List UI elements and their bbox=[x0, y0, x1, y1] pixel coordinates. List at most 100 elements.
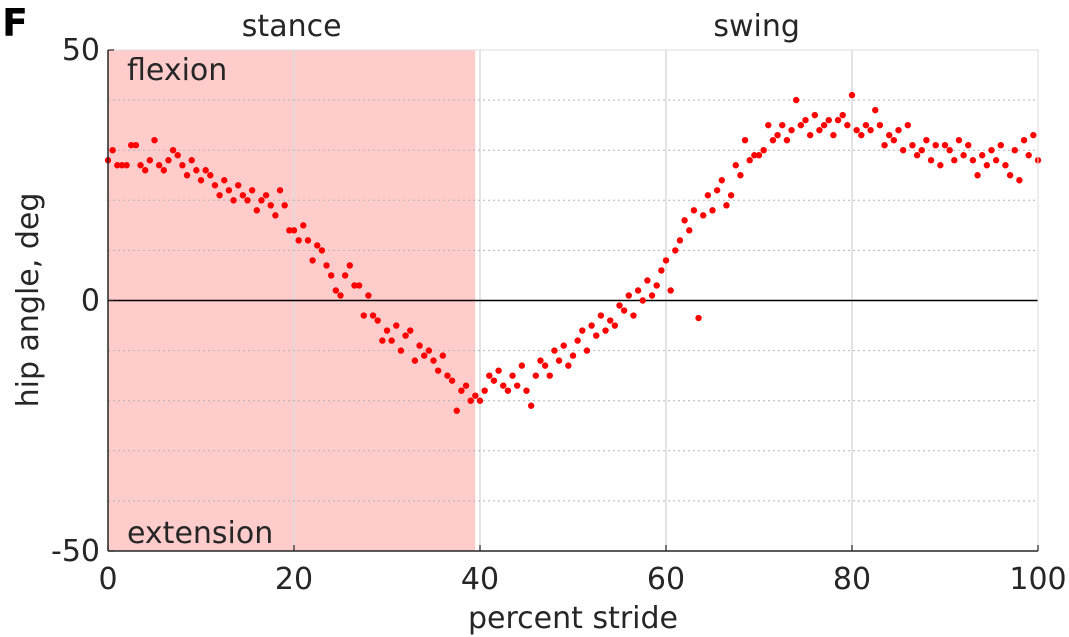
data-point bbox=[179, 162, 186, 169]
y-tick-label: 50 bbox=[62, 33, 100, 68]
data-point bbox=[988, 147, 995, 154]
data-point bbox=[555, 357, 563, 364]
x-tick-label: 100 bbox=[1009, 562, 1066, 597]
data-point bbox=[216, 192, 223, 199]
data-point bbox=[876, 121, 884, 129]
data-point bbox=[732, 162, 739, 169]
data-point bbox=[351, 282, 358, 289]
data-points bbox=[104, 91, 1042, 414]
data-point bbox=[630, 312, 637, 319]
grid-layer bbox=[108, 50, 1038, 551]
data-point bbox=[648, 292, 656, 299]
data-point bbox=[128, 141, 135, 149]
data-point bbox=[407, 327, 414, 334]
data-point bbox=[620, 307, 628, 314]
data-point bbox=[486, 372, 493, 379]
data-point bbox=[946, 147, 953, 154]
data-point bbox=[504, 387, 512, 394]
data-point bbox=[318, 247, 326, 254]
data-point bbox=[690, 207, 698, 214]
x-tick-label: 80 bbox=[833, 562, 871, 597]
data-point bbox=[379, 337, 386, 344]
data-point bbox=[346, 262, 353, 269]
data-point bbox=[151, 136, 158, 144]
data-point bbox=[462, 382, 470, 389]
data-point bbox=[969, 157, 977, 164]
data-point bbox=[225, 187, 233, 194]
data-point bbox=[165, 157, 172, 164]
data-point bbox=[579, 327, 586, 334]
data-point bbox=[458, 387, 465, 394]
data-point bbox=[532, 372, 539, 379]
data-point bbox=[290, 227, 298, 234]
data-point bbox=[718, 177, 725, 184]
data-point bbox=[890, 136, 898, 144]
y-tick-label: 0 bbox=[81, 284, 100, 319]
data-point bbox=[806, 131, 814, 139]
data-point bbox=[490, 377, 498, 384]
data-point bbox=[881, 141, 888, 149]
data-point bbox=[820, 121, 828, 129]
data-point bbox=[918, 147, 925, 154]
data-point bbox=[304, 237, 312, 244]
data-point bbox=[439, 352, 446, 359]
data-point bbox=[569, 352, 577, 359]
data-point bbox=[365, 292, 372, 299]
x-tick-label: 60 bbox=[647, 562, 685, 597]
data-point bbox=[286, 227, 293, 234]
data-point bbox=[402, 332, 409, 339]
data-point bbox=[588, 322, 595, 329]
data-point bbox=[142, 167, 149, 174]
data-point bbox=[248, 187, 256, 194]
data-point bbox=[979, 152, 986, 159]
data-point bbox=[639, 297, 646, 304]
data-point bbox=[1016, 177, 1023, 184]
data-point bbox=[644, 277, 651, 284]
data-point bbox=[560, 342, 567, 349]
data-point bbox=[825, 116, 832, 124]
data-point bbox=[662, 257, 670, 264]
data-point bbox=[858, 131, 865, 139]
data-point bbox=[416, 342, 423, 349]
data-point bbox=[467, 397, 474, 404]
data-point bbox=[932, 141, 939, 149]
data-point bbox=[727, 192, 735, 199]
data-point bbox=[937, 162, 944, 169]
data-point bbox=[258, 197, 265, 204]
data-point bbox=[695, 314, 702, 322]
data-point bbox=[886, 131, 893, 139]
data-point bbox=[1011, 147, 1018, 154]
data-point bbox=[434, 367, 442, 374]
data-point bbox=[927, 157, 935, 164]
data-point bbox=[253, 207, 260, 214]
data-point bbox=[523, 387, 530, 394]
data-point bbox=[830, 131, 837, 139]
data-point bbox=[769, 136, 777, 144]
data-point bbox=[448, 377, 456, 384]
data-point bbox=[551, 347, 558, 354]
data-point bbox=[360, 312, 367, 319]
data-point bbox=[779, 121, 786, 129]
data-point bbox=[746, 157, 753, 164]
data-point bbox=[951, 157, 958, 164]
data-point bbox=[300, 222, 307, 229]
data-point bbox=[867, 126, 874, 134]
data-point bbox=[997, 141, 1004, 149]
annotation-flexion: flexion bbox=[127, 53, 227, 88]
panel-label: F bbox=[2, 1, 28, 45]
data-point bbox=[983, 162, 991, 169]
data-point bbox=[230, 197, 237, 204]
data-point bbox=[565, 362, 572, 369]
data-point bbox=[1002, 162, 1009, 169]
data-point bbox=[574, 337, 581, 344]
data-point bbox=[541, 362, 549, 369]
data-point bbox=[913, 152, 921, 159]
data-point bbox=[723, 202, 730, 209]
data-point bbox=[904, 121, 911, 129]
y-tick-label: -50 bbox=[51, 534, 100, 569]
data-point bbox=[527, 402, 535, 409]
data-point bbox=[700, 212, 707, 219]
data-point bbox=[393, 322, 400, 329]
